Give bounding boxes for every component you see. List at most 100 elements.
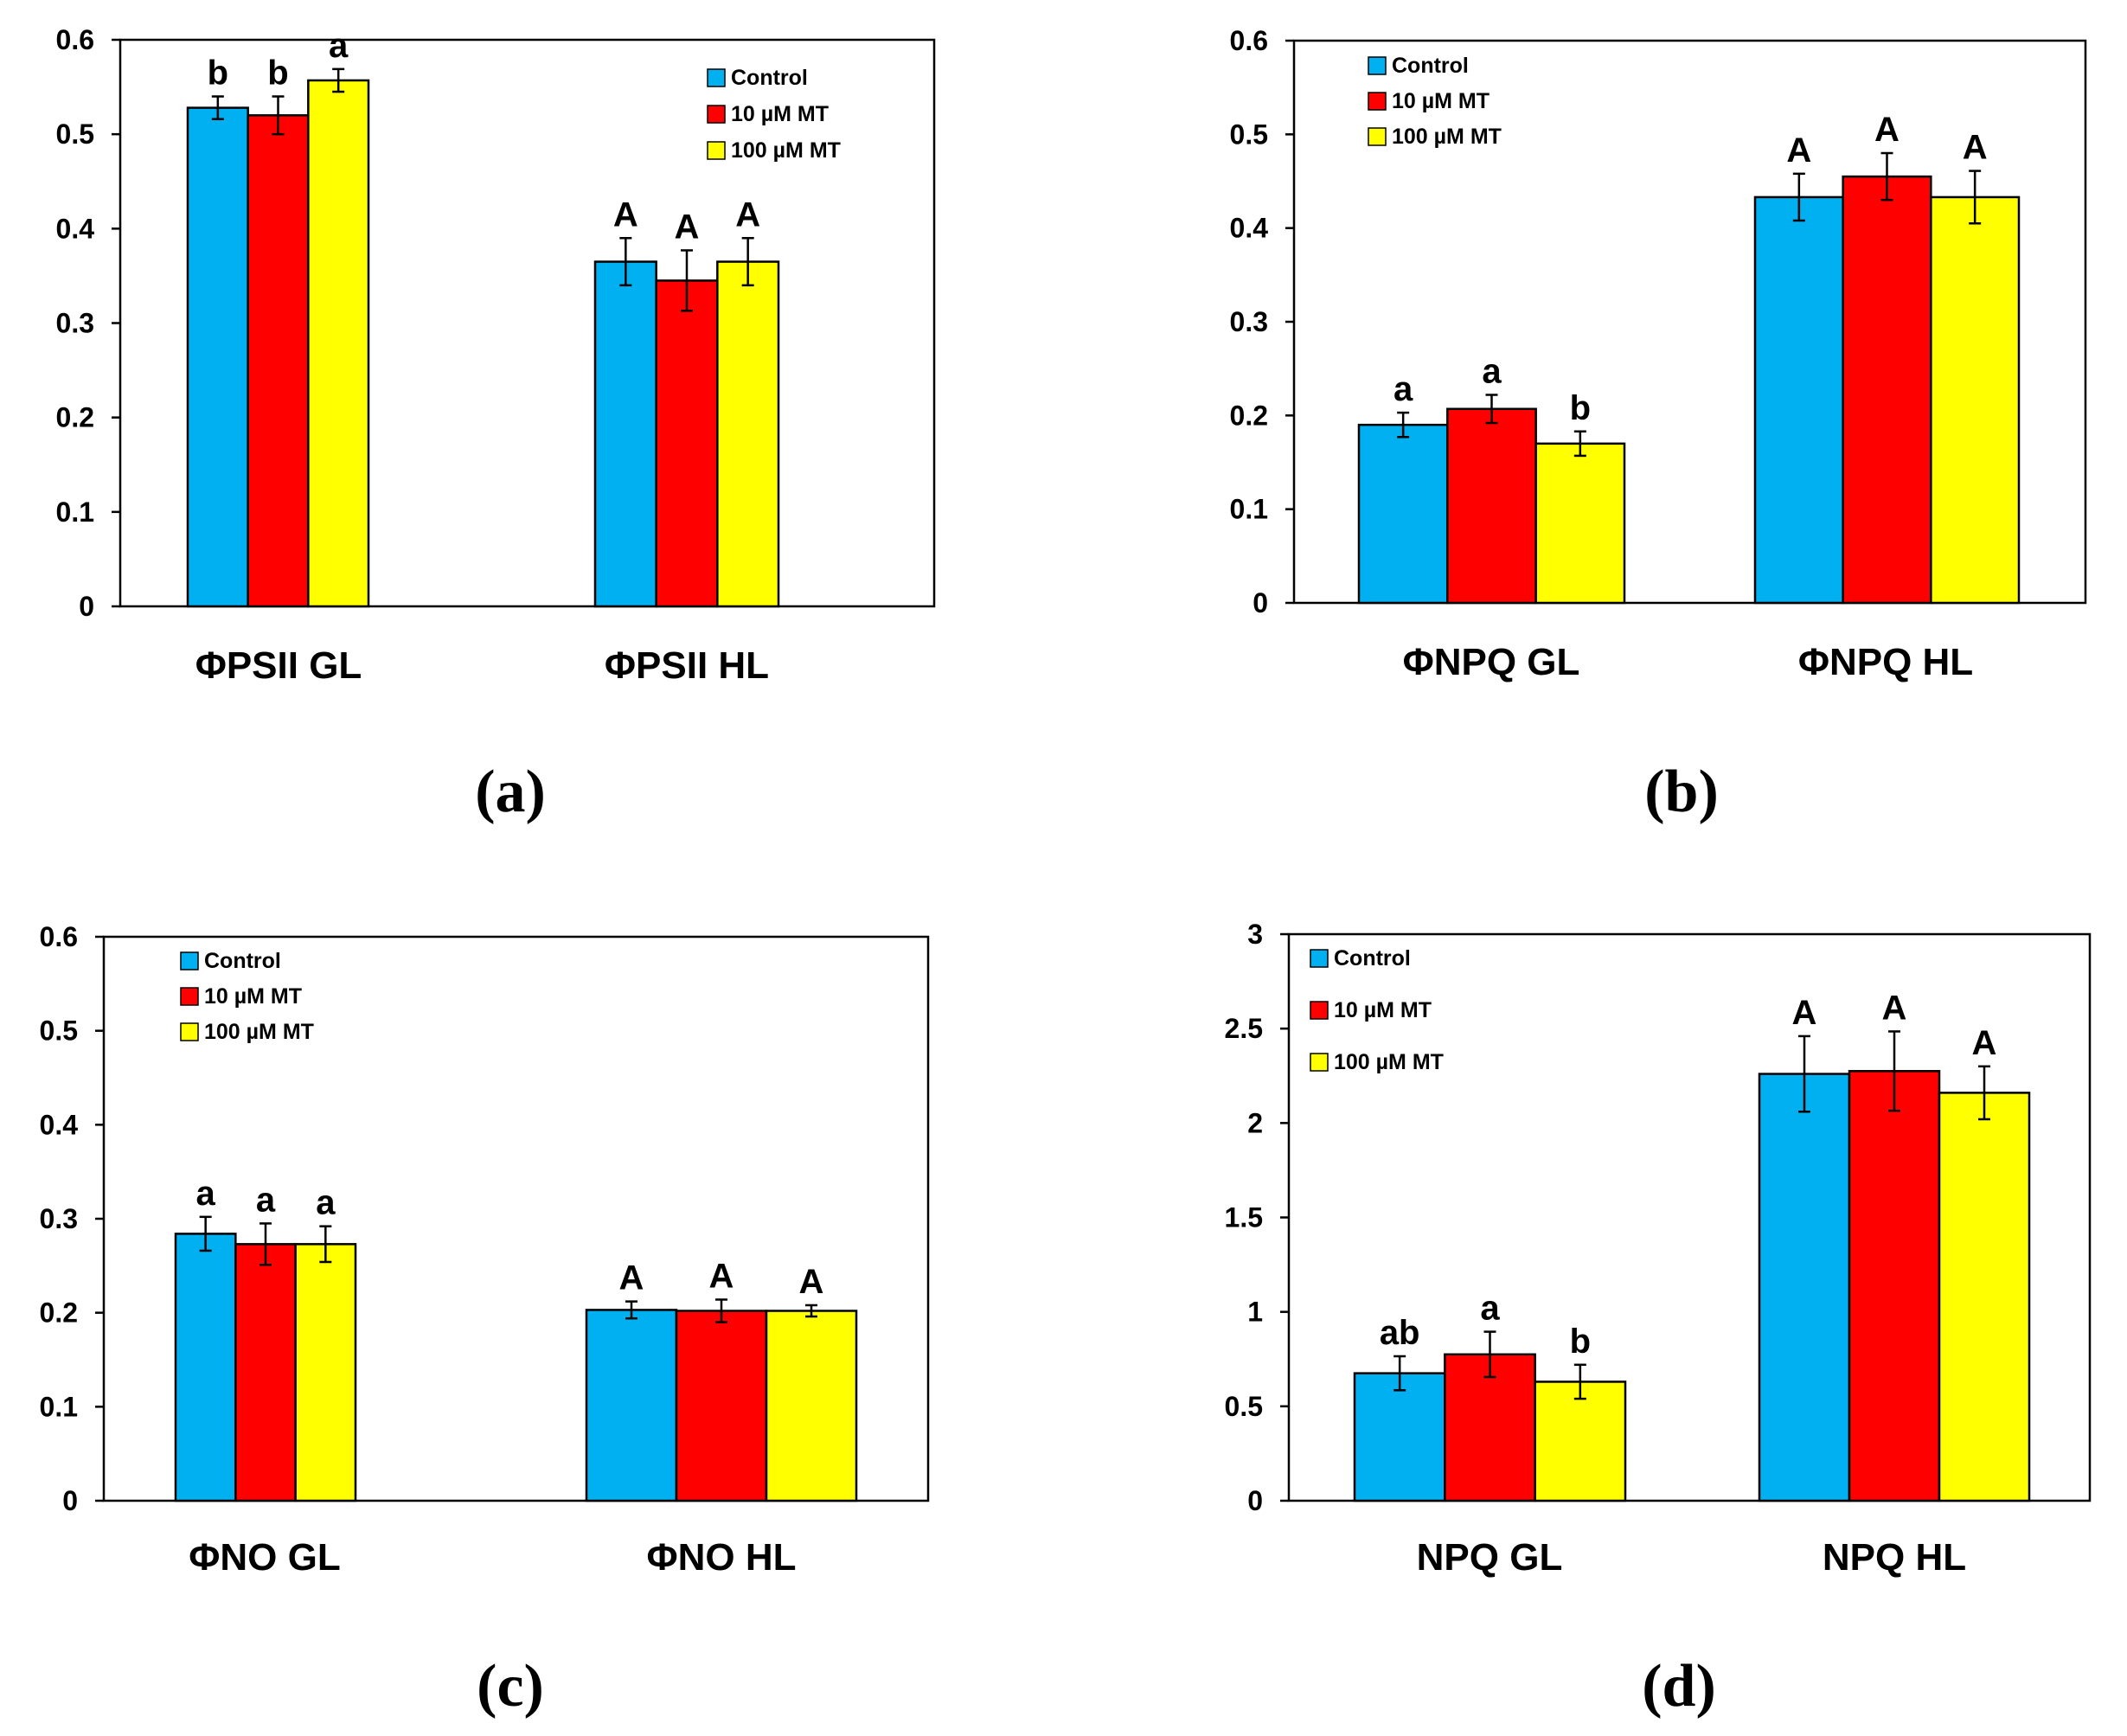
x-category-label: ΦPSII HL: [605, 644, 769, 687]
legend: Control 10 µM MT 100 µM MT: [707, 66, 841, 163]
legend-swatch-10um-mt: [707, 105, 726, 124]
y-tick-label: 0.2: [56, 402, 94, 433]
significance-letter: A: [1874, 111, 1900, 149]
legend-swatch-100um-mt: [1310, 1053, 1329, 1072]
legend-label-10um-mt: 10 µM MT: [1334, 998, 1432, 1022]
legend: Control 10 µM MT 100 µM MT: [1368, 54, 1502, 149]
bar-100um-mt: [1534, 442, 1626, 605]
legend-label-control: Control: [1392, 54, 1469, 78]
significance-letter: A: [709, 1257, 734, 1295]
legend-label-10um-mt: 10 µM MT: [1392, 89, 1490, 113]
legend-label-control: Control: [1334, 946, 1411, 970]
legend-swatch-control: [707, 68, 726, 87]
bar-10um-mt: [234, 1243, 297, 1502]
legend-label-100um-mt: 100 µM MT: [1392, 125, 1502, 149]
y-tick-label: 1.5: [1225, 1202, 1263, 1233]
y-tick-label: 0.6: [40, 921, 78, 952]
legend-swatch-100um-mt: [707, 141, 726, 160]
bar-100um-mt: [307, 79, 370, 608]
panel-label: (b): [1644, 759, 1719, 825]
significance-letter: A: [1963, 129, 1988, 167]
y-tick-label: 0: [79, 591, 94, 622]
significance-letter: b: [1570, 1323, 1591, 1361]
legend-swatch-control: [180, 951, 199, 970]
legend-label-10um-mt: 10 µM MT: [204, 984, 302, 1009]
y-tick-label: 0.2: [40, 1297, 78, 1329]
y-tick-label: 0.6: [1230, 25, 1268, 56]
x-category-label: ΦNPQ HL: [1798, 641, 1973, 683]
significance-letter: a: [1482, 353, 1502, 391]
legend-swatch-100um-mt: [1368, 127, 1387, 146]
y-tick-label: 0.5: [56, 119, 94, 150]
y-tick-label: 0: [1247, 1485, 1263, 1516]
y-tick-label: 0: [1252, 587, 1268, 618]
significance-letter: a: [1393, 370, 1413, 408]
panel-c: 0 0.1 0.2 0.3 0.4 0.5 0.6 a a a ΦNO GL A A A ΦNO HL Con…: [40, 921, 930, 1720]
y-tick-label: 0: [62, 1485, 78, 1516]
y-tick-label: 3: [1247, 919, 1263, 950]
legend-swatch-100um-mt: [180, 1022, 199, 1041]
panel-b: 0 0.1 0.2 0.3 0.4 0.5 0.6 a a b ΦNPQ GL A A A ΦNPQ HL C…: [1230, 25, 2087, 825]
y-tick-label: 0.3: [56, 308, 94, 339]
bar-10um-mt: [1842, 175, 1932, 605]
y-tick-label: 0.2: [1230, 400, 1268, 431]
x-category-label: ΦNO HL: [647, 1536, 797, 1579]
legend-swatch-10um-mt: [1310, 1001, 1329, 1020]
legend: Control 10 µM MT 100 µM MT: [1310, 946, 1444, 1074]
significance-letter: A: [799, 1263, 824, 1301]
y-tick-label: 0.5: [40, 1015, 78, 1047]
y-tick-label: 0.3: [1230, 306, 1268, 337]
panel-label: (a): [475, 759, 546, 825]
significance-letter: a: [196, 1175, 216, 1213]
y-tick-label: 0.6: [56, 24, 94, 55]
panel-label: (c): [477, 1653, 544, 1720]
significance-letter: ab: [1380, 1314, 1420, 1352]
x-category-label: ΦNO GL: [189, 1536, 340, 1579]
legend-swatch-control: [1368, 56, 1387, 75]
bar-control: [1353, 1372, 1446, 1502]
significance-letter: A: [675, 208, 700, 246]
y-tick-label: 1: [1247, 1297, 1263, 1328]
bar-100um-mt: [294, 1243, 357, 1502]
legend-swatch-control: [1310, 949, 1329, 968]
legend-label-100um-mt: 100 µM MT: [1334, 1050, 1444, 1074]
significance-letter: a: [316, 1184, 336, 1222]
panel-label: (d): [1642, 1653, 1716, 1720]
y-tick-label: 0.4: [56, 213, 95, 244]
bar-10um-mt: [1446, 407, 1537, 605]
bar-control: [1357, 423, 1449, 605]
significance-letter: a: [256, 1181, 276, 1219]
y-tick-label: 0.4: [1230, 213, 1269, 244]
x-category-label: NPQ HL: [1823, 1536, 1966, 1579]
bar-control: [186, 106, 249, 608]
legend-label-100um-mt: 100 µM MT: [731, 138, 841, 163]
bar-100um-mt: [716, 260, 780, 608]
significance-letter: A: [1882, 989, 1907, 1027]
bar-100um-mt: [1930, 195, 2021, 605]
bar-control: [585, 1309, 678, 1502]
significance-letter: A: [613, 195, 638, 234]
significance-letter: a: [329, 27, 349, 65]
bar-control: [593, 260, 657, 608]
y-tick-label: 0.5: [1225, 1391, 1263, 1422]
bar-10um-mt: [1444, 1353, 1536, 1502]
y-tick-label: 0.4: [40, 1109, 79, 1140]
legend-label-control: Control: [204, 949, 281, 973]
y-tick-label: 0.1: [40, 1391, 78, 1422]
y-tick-label: 0.1: [56, 496, 94, 528]
significance-letter: A: [619, 1259, 644, 1297]
x-category-label: NPQ GL: [1417, 1536, 1563, 1579]
bar-control: [1753, 195, 1844, 605]
y-tick-label: 0.1: [1230, 494, 1268, 525]
bar-control: [1758, 1073, 1851, 1502]
bar-100um-mt: [1938, 1092, 2031, 1502]
legend-label-100um-mt: 100 µM MT: [204, 1020, 314, 1044]
significance-letter: A: [1792, 994, 1817, 1032]
bar-10um-mt: [1848, 1070, 1941, 1502]
legend-label-10um-mt: 10 µM MT: [731, 102, 829, 126]
y-tick-label: 0.3: [40, 1203, 78, 1234]
significance-letter: A: [1786, 131, 1811, 170]
significance-letter: A: [735, 195, 760, 234]
